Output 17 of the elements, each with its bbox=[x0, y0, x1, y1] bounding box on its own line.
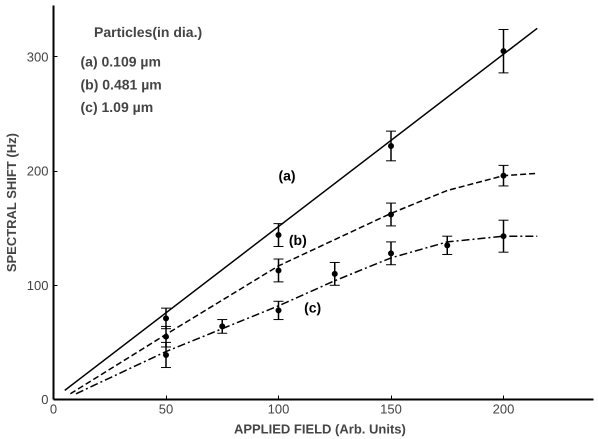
annotation: (b) 0.481 µm bbox=[80, 76, 162, 92]
x-tick-label: 50 bbox=[158, 402, 174, 416]
x-tick-label: 150 bbox=[380, 402, 402, 416]
series-label: (b) bbox=[288, 232, 307, 248]
x-tick-label: 100 bbox=[268, 402, 290, 416]
annotation: (c) 1.09 µm bbox=[80, 99, 154, 116]
series-label: (a) bbox=[278, 167, 296, 184]
annotation: (a) 0.109 µm bbox=[80, 53, 161, 70]
series-label: (c) bbox=[304, 299, 322, 316]
y-tick-label: 200 bbox=[26, 164, 49, 179]
y-tick-label: 300 bbox=[26, 49, 49, 64]
annotation: Particles(in dia.) bbox=[94, 24, 202, 40]
x-axis-title: APPLIED FIELD (Arb. Units) bbox=[234, 422, 406, 436]
y-tick-label: 0 bbox=[41, 392, 49, 407]
y-tick-label: 100 bbox=[26, 278, 49, 293]
x-tick-label: 200 bbox=[492, 402, 514, 416]
y-axis-title: SPECTRAL SHIFT (Hz) bbox=[4, 133, 19, 272]
